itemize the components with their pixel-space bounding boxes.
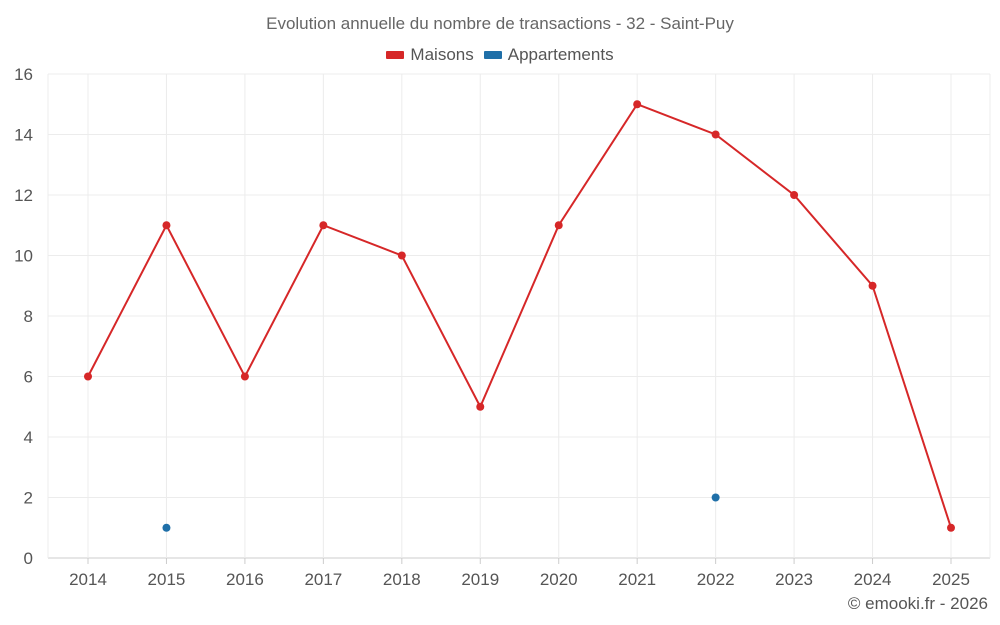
x-tick-label: 2024 [854, 570, 892, 589]
legend-item-maisons[interactable]: Maisons [386, 45, 474, 65]
legend-swatch-appartements [483, 51, 502, 59]
data-point-maisons [868, 281, 877, 290]
data-point-maisons [633, 100, 642, 109]
credit-text: © emooki.fr - 2026 [847, 594, 988, 613]
x-tick-label: 2021 [618, 570, 656, 589]
legend-item-appartements[interactable]: Appartements [483, 45, 614, 65]
data-point-maisons [240, 372, 249, 381]
x-tick-label: 2019 [461, 570, 499, 589]
y-tick-label: 2 [24, 489, 33, 508]
y-tick-label: 4 [24, 428, 33, 447]
data-point-maisons [162, 221, 171, 230]
data-point-maisons [790, 191, 799, 199]
legend-label-maisons: Maisons [410, 45, 474, 64]
legend: Maisons Appartements [0, 45, 1000, 65]
y-tick-label: 6 [24, 368, 33, 387]
y-tick-label: 12 [14, 186, 33, 205]
data-point-maisons [319, 221, 328, 230]
chart-title: Evolution annuelle du nombre de transact… [266, 14, 734, 33]
series-line-maisons [87, 103, 952, 529]
data-point-maisons [84, 372, 92, 381]
x-tick-label: 2022 [697, 570, 735, 589]
x-tick-label: 2020 [540, 570, 578, 589]
data-point-maisons [397, 251, 406, 260]
x-tick-label: 2023 [775, 570, 813, 589]
x-tick-label: 2015 [148, 570, 186, 589]
data-point-maisons [947, 523, 955, 532]
data-point-maisons [476, 402, 485, 411]
x-tick-label: 2025 [932, 570, 970, 589]
x-tick-label: 2014 [69, 570, 107, 589]
data-point-appartements [162, 523, 171, 532]
data-point-maisons [554, 221, 563, 230]
y-tick-label: 0 [24, 549, 33, 568]
x-tick-label: 2016 [226, 570, 264, 589]
y-tick-label: 14 [14, 126, 33, 145]
x-tick-label: 2017 [304, 570, 342, 589]
x-tick-label: 2018 [383, 570, 421, 589]
data-point-maisons [711, 130, 720, 139]
y-tick-label: 16 [14, 65, 33, 84]
y-tick-label: 10 [14, 247, 33, 266]
legend-swatch-maisons [386, 51, 405, 59]
legend-label-appartements: Appartements [507, 45, 614, 64]
y-tick-label: 8 [24, 307, 33, 326]
data-point-appartements [711, 493, 720, 502]
